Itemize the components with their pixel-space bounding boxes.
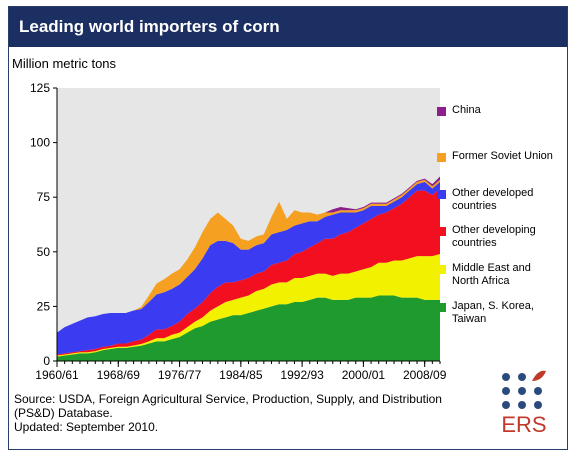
- ers-logo-text: ERS: [501, 412, 547, 437]
- area-other-developed-countries: [57, 181, 440, 355]
- logo-dot: [534, 401, 542, 409]
- area-middle-east-and-north-africa: [57, 253, 440, 357]
- y-tick-label: 75: [37, 190, 51, 204]
- chart-title: Leading world importers of corn: [19, 17, 280, 36]
- x-tick-label: 2008/09: [403, 368, 447, 382]
- area-other-developing-countries: [57, 188, 440, 356]
- logo-dot: [518, 373, 526, 381]
- ers-logo: ERS: [496, 368, 552, 438]
- x-tick-label: 1984/85: [219, 368, 263, 382]
- logo-dot: [518, 401, 526, 409]
- legend-label: Other developing countries: [452, 224, 536, 249]
- legend-swatch: [437, 107, 446, 116]
- logo-dot: [502, 387, 510, 395]
- y-tick-label: 50: [37, 245, 51, 259]
- y-tick-label: 100: [30, 136, 50, 150]
- legend-swatch: [437, 265, 446, 274]
- y-tick-label: 0: [43, 354, 50, 368]
- area-japan-s-korea-taiwan: [57, 295, 440, 361]
- x-tick-label: 1960/61: [35, 368, 79, 382]
- chart-header: Leading world importers of corn: [9, 7, 567, 47]
- x-tick-label: 1968/69: [97, 368, 141, 382]
- legend-label: Former Soviet Union: [452, 150, 553, 162]
- legend-label: Japan, S. Korea, Taiwan: [452, 300, 534, 325]
- legend-swatch: [437, 227, 446, 236]
- logo-leaf-icon: [532, 370, 546, 381]
- legend-swatch: [437, 303, 446, 312]
- legend-label: China: [452, 104, 481, 116]
- updated-note: Updated: September 2010.: [14, 420, 159, 434]
- logo-dot: [534, 387, 542, 395]
- x-tick-label: 1976/77: [158, 368, 202, 382]
- y-axis-label: Million metric tons: [12, 56, 117, 71]
- ers-logo-dots: [502, 370, 546, 409]
- x-tick-label: 1992/93: [280, 368, 324, 382]
- legend-swatch: [437, 153, 446, 162]
- legend-label: Other developed countries: [452, 187, 534, 212]
- logo-dot: [502, 401, 510, 409]
- legend-swatch: [437, 190, 446, 199]
- area-former-soviet-union: [57, 179, 440, 333]
- logo-dot: [502, 373, 510, 381]
- x-tick-label: 2000/01: [342, 368, 386, 382]
- legend-label: Middle East and North Africa: [452, 262, 531, 287]
- logo-dot: [518, 387, 526, 395]
- y-tick-label: 125: [30, 81, 50, 95]
- y-tick-label: 25: [37, 299, 51, 313]
- source-note: Source: USDA, Foreign Agricultural Servi…: [14, 392, 442, 420]
